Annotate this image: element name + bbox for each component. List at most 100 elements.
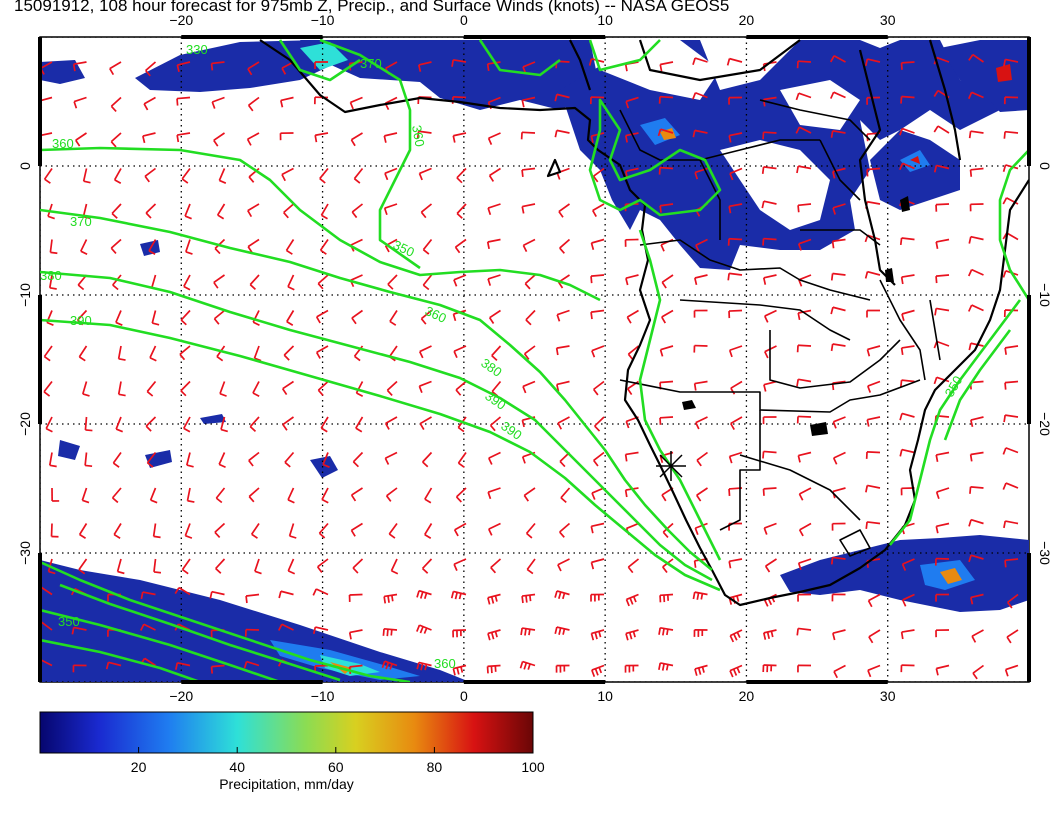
wind-barb: [624, 664, 639, 673]
wind-barb: [693, 344, 708, 353]
wind-barb: [384, 451, 398, 465]
wind-barb: [146, 380, 157, 397]
wind-barb: [967, 268, 984, 277]
wind-barb: [319, 239, 329, 255]
wind-barb: [968, 554, 984, 563]
wind-barb: [105, 661, 122, 670]
wind-barb: [524, 274, 536, 290]
wind-barb: [797, 309, 812, 321]
wind-barb: [174, 586, 191, 596]
wind-barb: [521, 593, 536, 604]
wind-barb: [424, 487, 433, 504]
wind-barb: [322, 452, 330, 468]
wind-barb: [831, 522, 846, 531]
wind-barb: [248, 451, 260, 467]
wind-barb: [418, 380, 432, 394]
wind-barb: [796, 60, 812, 69]
wind-barb: [729, 629, 743, 643]
wind-barb: [486, 664, 501, 674]
wind-barb: [285, 239, 295, 255]
country-borders: [619, 99, 941, 557]
wind-barb: [183, 274, 191, 291]
wind-barb: [176, 61, 191, 73]
wind-barb: [1003, 414, 1019, 423]
wind-barb: [180, 309, 191, 326]
wind-barb: [454, 238, 467, 254]
wind-barb: [627, 558, 640, 574]
wind-barb: [1003, 520, 1019, 529]
wind-barb: [520, 627, 536, 636]
wind-barb: [661, 309, 674, 324]
wind-barb: [455, 487, 467, 503]
wind-barb: [763, 309, 777, 323]
wind-barb: [899, 448, 915, 457]
wind-barb: [899, 237, 915, 246]
lat-tick-label-left: −30: [17, 541, 33, 565]
wind-barb: [287, 487, 295, 504]
station-marker: [656, 451, 686, 481]
wind-barb: [215, 558, 226, 574]
wind-barb: [214, 522, 226, 539]
wind-barb: [283, 203, 295, 219]
wind-barb: [865, 451, 881, 459]
wind-barb: [796, 378, 812, 387]
wind-barb: [318, 522, 329, 539]
wind-barb: [728, 96, 743, 105]
wind-barb: [116, 558, 125, 575]
wind-barb: [45, 416, 53, 433]
wind-barb: [658, 166, 674, 175]
wind-barb: [900, 61, 915, 70]
wind-barb: [455, 380, 467, 396]
wind-barb: [453, 522, 467, 537]
wind-barb: [969, 486, 984, 494]
wind-barb: [694, 664, 708, 676]
wind-barb: [968, 91, 984, 100]
wind-barb: [523, 487, 536, 502]
wind-barb: [763, 522, 777, 535]
wind-barb: [48, 452, 57, 468]
wind-barb: [253, 345, 262, 362]
wind-barb: [420, 203, 433, 219]
wind-barb: [900, 274, 915, 285]
wind-barb: [657, 128, 674, 137]
wind-barb: [149, 345, 157, 362]
lakes: [682, 196, 910, 436]
wind-barb: [72, 61, 87, 72]
wind-barb: [315, 309, 329, 324]
wind-barb: [832, 451, 846, 465]
wind-barb: [762, 629, 777, 640]
lat-tick-label-left: −10: [17, 283, 33, 307]
wind-barb: [1004, 664, 1019, 677]
wind-barb: [348, 593, 363, 602]
wind-barb: [797, 558, 812, 571]
wind-barb: [969, 203, 984, 212]
wind-barb: [487, 132, 501, 145]
wind-barb: [972, 664, 985, 680]
wind-barb: [830, 272, 846, 281]
wind-barb: [1002, 197, 1019, 205]
wind-barb: [248, 167, 260, 183]
wind-barb: [795, 92, 812, 101]
wind-barb: [110, 132, 122, 148]
wind-barb: [934, 307, 950, 316]
wind-barb: [933, 125, 950, 134]
wind-barb: [416, 661, 432, 671]
wind-barb: [662, 522, 674, 538]
frame-edge-bars: [38, 35, 1031, 684]
wind-barb: [728, 203, 743, 214]
wind-barb: [559, 238, 571, 254]
wind-barb: [1004, 345, 1019, 355]
wind-barb: [935, 664, 950, 676]
contour-label: 370: [360, 56, 382, 71]
wind-barb: [286, 310, 295, 326]
height-contours: [40, 38, 1029, 682]
wind-barb: [796, 344, 812, 353]
wind-barb: [659, 416, 674, 425]
wind-barb: [764, 558, 777, 573]
wind-barb: [796, 415, 812, 424]
wind-barb: [349, 96, 363, 110]
wind-barb: [81, 381, 90, 397]
colorbar-caption: Precipitation, mm/day: [219, 776, 354, 792]
wind-barb: [145, 416, 157, 432]
wind-barb: [317, 274, 329, 290]
